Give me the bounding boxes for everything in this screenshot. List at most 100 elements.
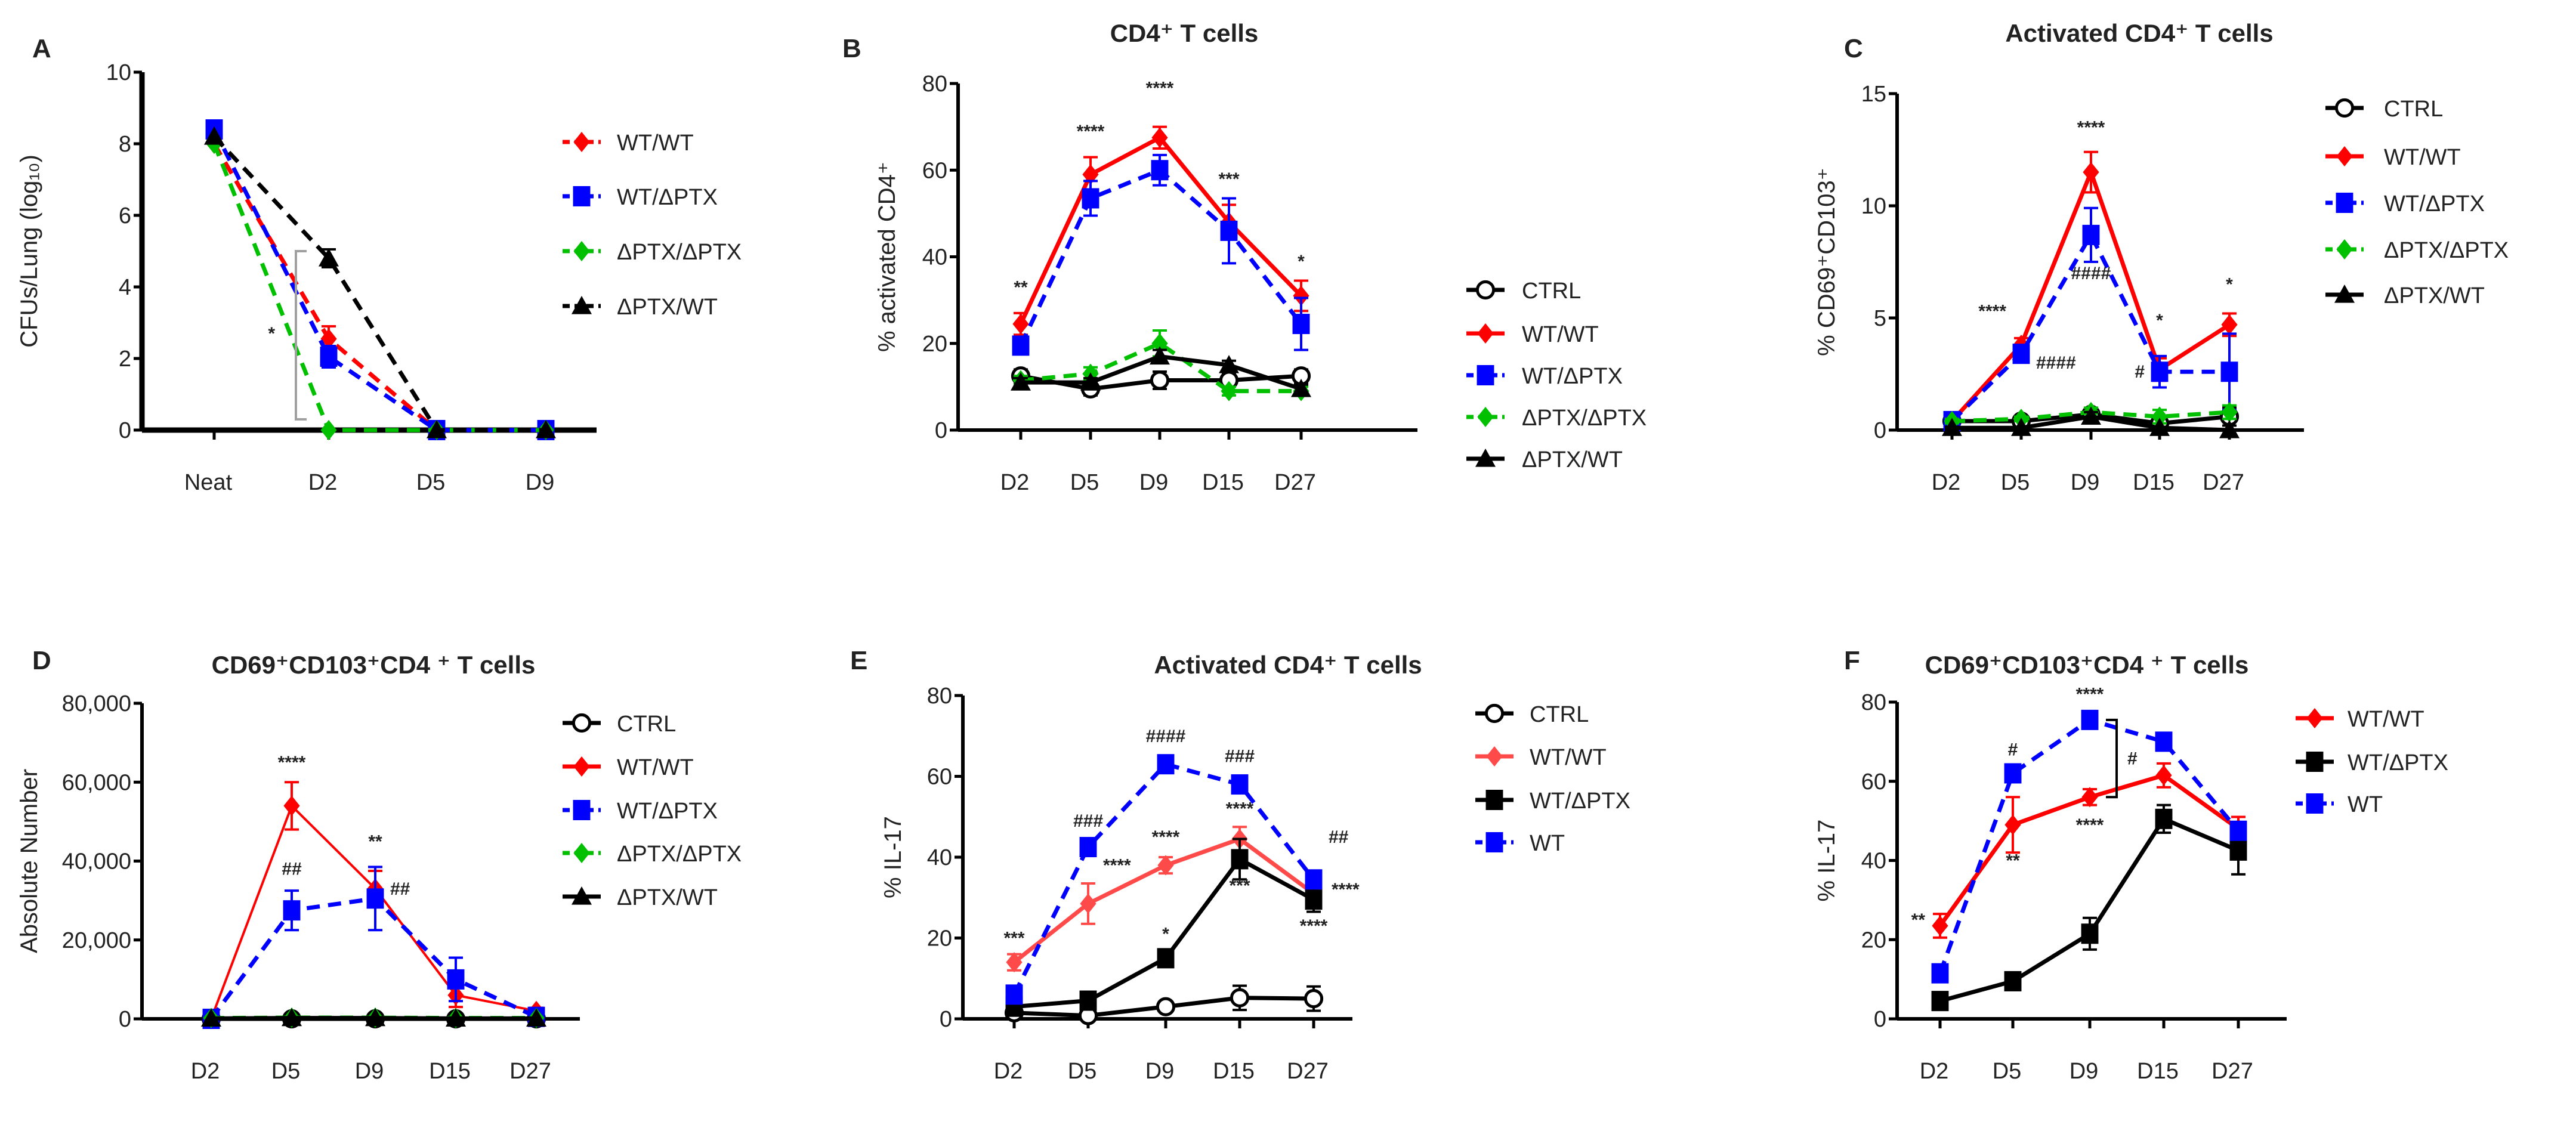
significance-bracket <box>2106 718 2118 799</box>
data-point <box>2004 763 2022 784</box>
data-point <box>2155 731 2173 752</box>
data-point <box>446 1008 466 1027</box>
data-point <box>1150 370 1170 390</box>
y-tick-label: 4 <box>119 275 131 300</box>
x-tick-label: D27 <box>1274 470 1316 495</box>
x-tick-label: D5 <box>1068 1059 1097 1084</box>
data-point <box>1932 916 1948 937</box>
data-point <box>2081 709 2099 730</box>
significance-annotation: * <box>1298 252 1305 271</box>
data-point <box>2155 765 2172 786</box>
series--ptx-wt <box>1011 346 1311 397</box>
legend-marker <box>572 713 592 733</box>
x-tick-label: D2 <box>1932 470 1961 495</box>
significance-annotation: **** <box>278 753 306 772</box>
legend-marker <box>2306 793 2324 814</box>
data-point <box>2081 406 2101 425</box>
y-axis-label: Absolute Number <box>16 769 42 953</box>
data-point <box>366 888 384 909</box>
significance-annotation: #### <box>1146 727 1186 746</box>
legend-marker <box>1485 832 1503 852</box>
significance-bracket <box>295 250 307 421</box>
data-point <box>1011 372 1031 391</box>
data-point <box>1304 989 1324 1009</box>
data-point <box>2221 314 2238 335</box>
data-point <box>2081 787 2098 808</box>
legend-label: CTRL <box>2384 97 2443 122</box>
data-point <box>2083 162 2099 183</box>
data-point <box>1151 160 1169 181</box>
data-point <box>2151 406 2168 427</box>
y-tick-label: 60 <box>922 158 947 183</box>
legend-label: WT/ΔPTX <box>2384 191 2485 217</box>
legend-label: WT <box>1530 831 1565 856</box>
significance-annotation: **** <box>1077 122 1105 141</box>
y-tick-label: 10 <box>106 60 131 85</box>
y-axis-label: % activated CD4⁺ <box>874 162 900 352</box>
data-point <box>1230 988 1250 1008</box>
data-point <box>282 1008 302 1027</box>
legend-marker <box>2306 752 2324 772</box>
legend-label: WT/ΔPTX <box>1530 789 1630 814</box>
x-tick-label: D27 <box>509 1059 551 1084</box>
data-point <box>1931 991 1949 1012</box>
y-tick-label: 0 <box>1874 418 1886 443</box>
y-tick-label: 0 <box>119 1007 131 1032</box>
legend-marker <box>1485 790 1503 810</box>
data-point <box>1293 285 1309 306</box>
x-tick-label: D15 <box>429 1059 471 1084</box>
significance-annotation: **** <box>1332 880 1360 900</box>
data-point <box>201 1008 221 1027</box>
x-tick-label: D27 <box>1287 1059 1329 1084</box>
data-point <box>1942 418 1962 436</box>
significance-annotation: *** <box>1218 169 1239 189</box>
data-point <box>2011 418 2031 436</box>
significance-annotation: ** <box>368 832 382 851</box>
y-tick-label: 60 <box>927 765 952 790</box>
data-point <box>526 1008 546 1027</box>
series-line <box>212 143 546 432</box>
legend-marker <box>573 843 590 863</box>
panel-label: B <box>842 34 861 63</box>
chart-title: Activated CD4⁺ T cells <box>1154 651 1422 679</box>
legend-marker <box>1477 365 1494 385</box>
data-point <box>320 420 337 440</box>
y-tick-label: 20 <box>927 926 952 951</box>
data-point <box>1082 164 1099 185</box>
legend-label: ΔPTX/WT <box>617 885 718 910</box>
y-tick-label: 40 <box>1861 849 1886 874</box>
bracket-label: # <box>2127 749 2138 769</box>
significance-annotation: **** <box>2076 685 2104 704</box>
series-wt-wt <box>206 134 554 440</box>
series-wt <box>1931 709 2247 984</box>
y-tick-label: 40 <box>927 845 952 870</box>
series-line <box>1020 341 1301 394</box>
panel-label: D <box>32 646 51 675</box>
series-wt-ptx <box>205 119 555 440</box>
y-tick-label: 15 <box>1861 82 1886 107</box>
legend-label: ΔPTX/ΔPTX <box>1522 406 1647 431</box>
data-point <box>283 795 300 816</box>
legend-marker <box>572 886 592 905</box>
x-tick-label: D2 <box>191 1059 220 1084</box>
data-point <box>1219 355 1239 373</box>
x-tick-label: D2 <box>1920 1059 1949 1084</box>
legend-marker <box>572 296 592 314</box>
y-tick-label: 40,000 <box>62 849 131 874</box>
data-point <box>1006 952 1023 973</box>
y-axis-label: CFUs/Lung (log₁₀) <box>16 154 42 348</box>
panel-d: D CD69⁺CD103⁺CD4 ⁺ T cells 0 20,000 40,000 60… <box>16 646 742 1084</box>
y-tick-label: 80 <box>927 684 952 709</box>
legend-label: WT/WT <box>617 755 694 780</box>
data-point <box>2004 971 2022 991</box>
series--ptx-wt <box>201 1008 546 1027</box>
data-point <box>365 1008 385 1027</box>
data-point <box>1079 837 1097 858</box>
significance-annotation: ### <box>1073 811 1103 831</box>
series-line <box>1012 762 1315 996</box>
series-wt-wt <box>1932 762 2247 939</box>
data-point <box>2229 820 2247 841</box>
significance-annotation: **** <box>1978 302 2006 322</box>
legend-marker <box>1475 280 1496 300</box>
significance-annotation: * <box>268 324 275 344</box>
